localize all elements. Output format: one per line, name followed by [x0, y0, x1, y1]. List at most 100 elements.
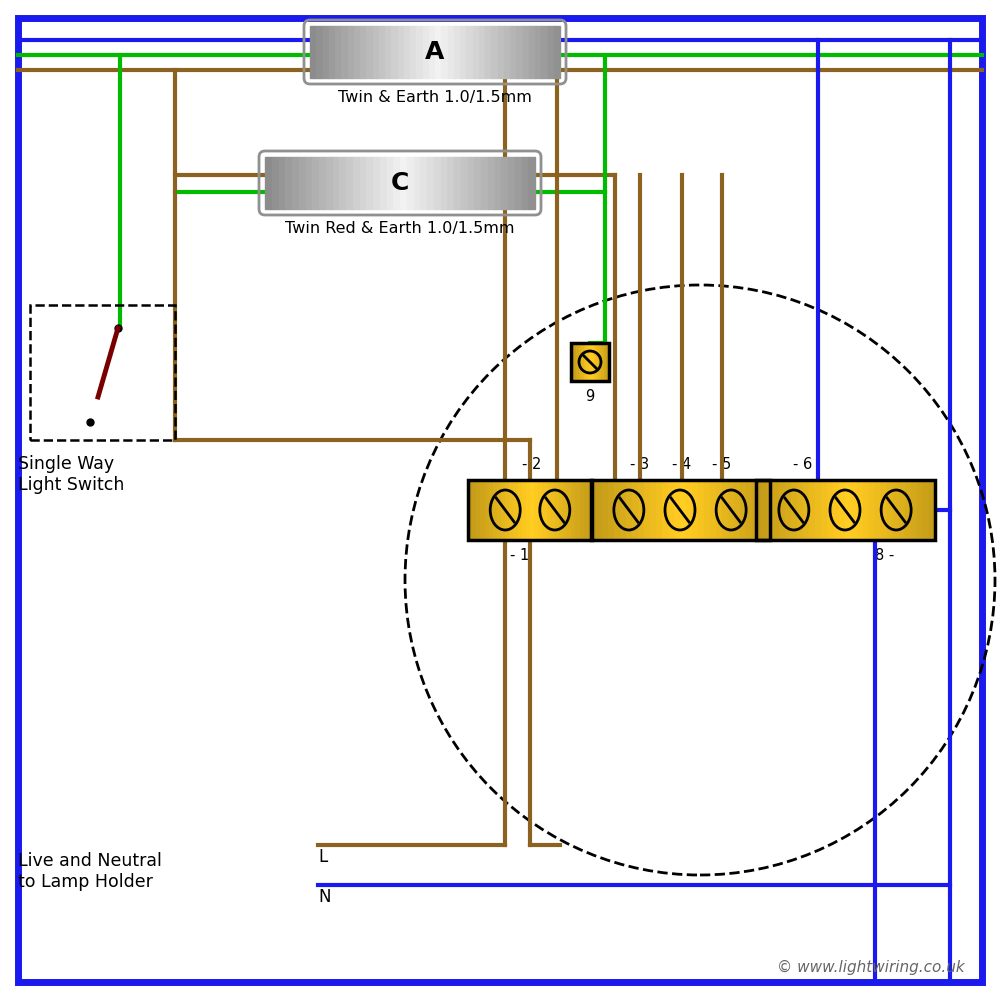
Bar — [722, 480, 728, 540]
Bar — [584, 480, 588, 540]
Bar — [626, 480, 632, 540]
Bar — [785, 480, 791, 540]
Text: - 5: - 5 — [712, 457, 732, 472]
Bar — [606, 343, 609, 381]
Bar — [379, 26, 385, 78]
Text: Single Way
Light Switch: Single Way Light Switch — [18, 455, 124, 494]
Bar — [686, 480, 692, 540]
Bar — [869, 480, 875, 540]
Bar — [322, 26, 329, 78]
Bar — [547, 480, 551, 540]
Bar — [472, 480, 476, 540]
Bar — [360, 157, 366, 209]
Bar — [335, 26, 341, 78]
Bar — [596, 343, 599, 381]
Bar — [833, 480, 839, 540]
Bar — [468, 480, 472, 540]
Bar — [329, 26, 335, 78]
Bar — [429, 26, 435, 78]
Bar — [526, 480, 530, 540]
Bar — [710, 480, 716, 540]
Text: 9: 9 — [585, 389, 595, 404]
Text: - 4: - 4 — [672, 457, 692, 472]
Bar — [827, 480, 833, 540]
Bar — [875, 480, 881, 540]
Text: © www.lightwiring.co.uk: © www.lightwiring.co.uk — [777, 960, 965, 975]
Bar — [586, 343, 589, 381]
Text: - 6: - 6 — [793, 457, 813, 472]
Bar — [716, 480, 722, 540]
Bar — [354, 26, 360, 78]
Bar — [372, 26, 379, 78]
Bar — [508, 157, 515, 209]
Bar — [692, 480, 698, 540]
Bar — [485, 26, 491, 78]
Bar — [599, 343, 601, 381]
Bar — [513, 480, 518, 540]
Bar — [422, 26, 429, 78]
Bar — [740, 480, 746, 540]
Text: - 2: - 2 — [522, 457, 542, 472]
Bar — [366, 157, 373, 209]
Bar — [479, 26, 485, 78]
Bar — [767, 480, 773, 540]
Bar — [319, 157, 326, 209]
Bar — [326, 157, 332, 209]
Bar — [474, 157, 481, 209]
Bar — [548, 26, 554, 78]
Bar — [929, 480, 934, 540]
Bar — [400, 157, 407, 209]
Bar — [601, 343, 604, 381]
Bar — [404, 26, 410, 78]
Bar — [501, 157, 508, 209]
Bar — [752, 480, 758, 540]
Bar — [650, 480, 656, 540]
Bar — [554, 26, 560, 78]
Bar — [887, 480, 893, 540]
Bar — [292, 157, 299, 209]
Bar — [414, 157, 420, 209]
Bar — [348, 26, 354, 78]
Bar — [373, 157, 380, 209]
Bar — [510, 26, 516, 78]
Bar — [542, 480, 547, 540]
Bar — [265, 157, 272, 209]
Bar — [518, 480, 522, 540]
Bar — [758, 480, 764, 540]
Bar — [734, 480, 740, 540]
Bar — [773, 480, 779, 540]
Bar — [473, 26, 479, 78]
Bar — [509, 480, 513, 540]
Bar — [407, 157, 414, 209]
Bar — [680, 480, 686, 540]
Bar — [380, 157, 386, 209]
Bar — [575, 480, 580, 540]
Bar — [341, 26, 348, 78]
Bar — [398, 26, 404, 78]
Bar — [468, 157, 474, 209]
Bar — [704, 480, 710, 540]
Bar — [522, 480, 526, 540]
Bar — [756, 480, 761, 540]
Bar — [579, 343, 581, 381]
Text: - 3: - 3 — [630, 457, 650, 472]
Bar — [614, 480, 620, 540]
Bar — [434, 157, 440, 209]
Bar — [535, 26, 541, 78]
Bar — [674, 480, 680, 540]
Bar — [447, 157, 454, 209]
Text: Twin Red & Earth 1.0/1.5mm: Twin Red & Earth 1.0/1.5mm — [285, 221, 515, 236]
Bar — [516, 26, 522, 78]
Bar — [815, 480, 821, 540]
Bar — [779, 480, 785, 540]
Bar — [596, 480, 602, 540]
Bar — [528, 157, 535, 209]
Bar — [620, 480, 626, 540]
Bar — [761, 480, 767, 540]
Bar — [468, 480, 592, 540]
Bar — [590, 480, 770, 540]
Bar — [393, 157, 400, 209]
Text: A: A — [425, 40, 445, 64]
Bar — [435, 26, 441, 78]
Bar — [580, 480, 584, 540]
